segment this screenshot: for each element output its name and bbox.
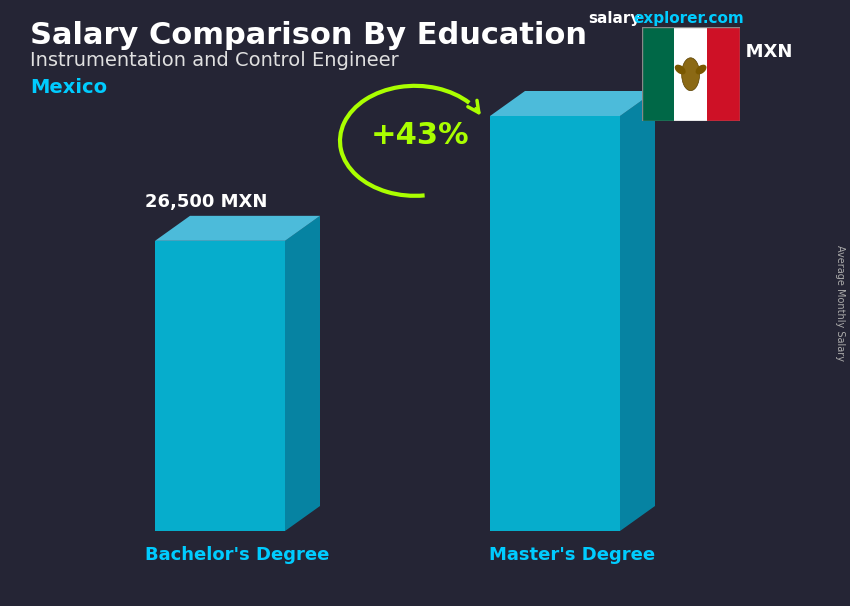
- Polygon shape: [155, 216, 320, 241]
- Polygon shape: [490, 116, 620, 531]
- Text: Bachelor's Degree: Bachelor's Degree: [145, 546, 330, 564]
- Polygon shape: [490, 91, 655, 116]
- Text: Instrumentation and Control Engineer: Instrumentation and Control Engineer: [30, 51, 399, 70]
- Polygon shape: [620, 91, 655, 531]
- Ellipse shape: [682, 58, 700, 91]
- Bar: [674, 27, 707, 121]
- Text: salary: salary: [588, 11, 640, 26]
- Polygon shape: [155, 241, 285, 531]
- Text: +43%: +43%: [371, 121, 469, 150]
- Ellipse shape: [695, 65, 706, 75]
- Text: 26,500 MXN: 26,500 MXN: [145, 193, 268, 211]
- Text: Mexico: Mexico: [30, 78, 107, 97]
- Ellipse shape: [675, 65, 686, 75]
- Text: Salary Comparison By Education: Salary Comparison By Education: [30, 21, 587, 50]
- Bar: [707, 27, 740, 121]
- Polygon shape: [285, 216, 320, 531]
- Text: Average Monthly Salary: Average Monthly Salary: [835, 245, 845, 361]
- Bar: [642, 27, 674, 121]
- Text: Master's Degree: Master's Degree: [490, 546, 655, 564]
- Text: explorer.com: explorer.com: [633, 11, 744, 26]
- Text: 37,900 MXN: 37,900 MXN: [670, 43, 792, 61]
